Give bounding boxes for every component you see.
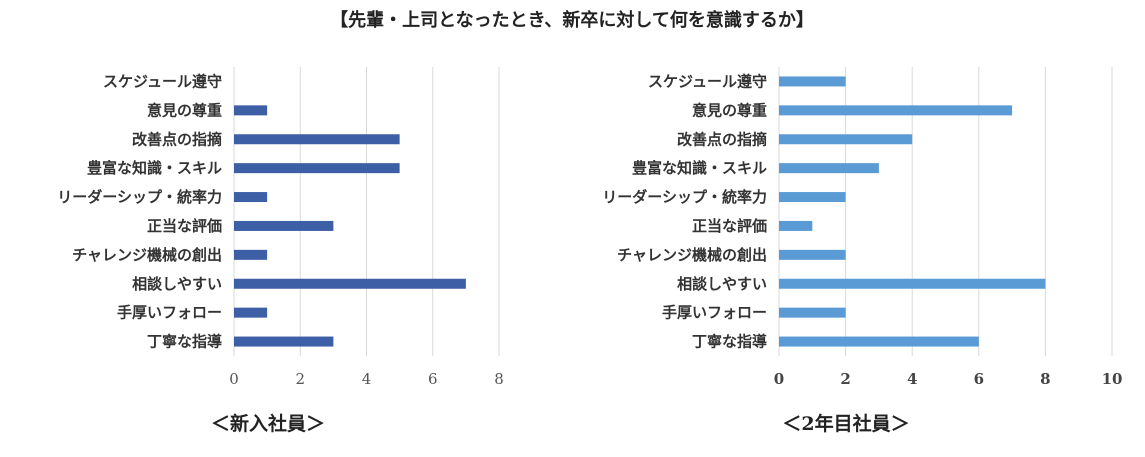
category-label: 豊富な知識・スキル bbox=[87, 159, 222, 177]
bar bbox=[779, 249, 846, 260]
bar bbox=[234, 336, 334, 347]
x-tick-label: 6 bbox=[428, 370, 438, 388]
x-tick-label: 4 bbox=[907, 370, 917, 388]
category-label: 手厚いフォロー bbox=[662, 304, 767, 322]
x-tick-label: 0 bbox=[229, 370, 239, 388]
bar bbox=[779, 105, 1013, 116]
chart-second-year-employees: 0 2 4 6 8 10 スケジュール遵守意見の尊重改善点の指摘豊富な知識・スキルリーダーシ… bbox=[602, 67, 1122, 435]
bar bbox=[779, 336, 979, 347]
chart-caption: ＜2年目社員＞ bbox=[782, 412, 909, 435]
bar bbox=[234, 220, 334, 231]
bar bbox=[779, 278, 1046, 289]
category-label: チャレンジ機械の創出 bbox=[617, 246, 767, 264]
chart-title: 【先輩・上司となったとき、新卒に対して何を意識するか】 bbox=[330, 9, 814, 31]
bar bbox=[234, 134, 400, 145]
x-tick-label: 10 bbox=[1102, 370, 1123, 388]
category-label: 正当な評価 bbox=[692, 217, 767, 235]
category-label: 丁寧な指導 bbox=[692, 333, 767, 351]
x-tick-label: 8 bbox=[1040, 370, 1050, 388]
category-label: 意見の尊重 bbox=[147, 101, 222, 119]
x-tick-label: 2 bbox=[295, 370, 305, 388]
bar bbox=[779, 220, 813, 231]
bar bbox=[234, 105, 268, 116]
category-label: リーダーシップ・統率力 bbox=[602, 188, 767, 206]
bar bbox=[234, 192, 268, 203]
category-label: 丁寧な指導 bbox=[147, 333, 222, 351]
chart-caption: ＜新入社員＞ bbox=[211, 412, 325, 435]
x-tick-label: 6 bbox=[974, 370, 984, 388]
category-label: 改善点の指摘 bbox=[677, 130, 767, 148]
x-tick-label: 8 bbox=[494, 370, 504, 388]
bar bbox=[779, 307, 846, 318]
bar bbox=[234, 163, 400, 174]
category-label: リーダーシップ・統率力 bbox=[57, 188, 222, 206]
bar bbox=[779, 163, 879, 174]
bar bbox=[234, 249, 268, 260]
bar bbox=[234, 278, 466, 289]
x-tick-label: 0 bbox=[774, 370, 784, 388]
bar bbox=[234, 307, 268, 318]
bar bbox=[779, 134, 913, 145]
category-label: 相談しやすい bbox=[132, 275, 222, 293]
category-label: 相談しやすい bbox=[677, 275, 767, 293]
bar bbox=[779, 192, 846, 203]
category-label: 意見の尊重 bbox=[692, 101, 767, 119]
category-label: スケジュール遵守 bbox=[103, 72, 222, 90]
category-label: 豊富な知識・スキル bbox=[632, 159, 767, 177]
category-label: 手厚いフォロー bbox=[117, 304, 222, 322]
category-label: スケジュール遵守 bbox=[648, 72, 767, 90]
x-tick-label: 2 bbox=[840, 370, 850, 388]
chart-new-employees: 0 2 4 6 8 スケジュール遵守意見の尊重改善点の指摘豊富な知識・スキルリーダーシップ… bbox=[57, 67, 504, 435]
category-label: チャレンジ機械の創出 bbox=[72, 246, 222, 264]
category-label: 改善点の指摘 bbox=[132, 130, 222, 148]
bar bbox=[779, 76, 846, 87]
x-tick-label: 4 bbox=[362, 370, 372, 388]
category-label: 正当な評価 bbox=[147, 217, 222, 235]
